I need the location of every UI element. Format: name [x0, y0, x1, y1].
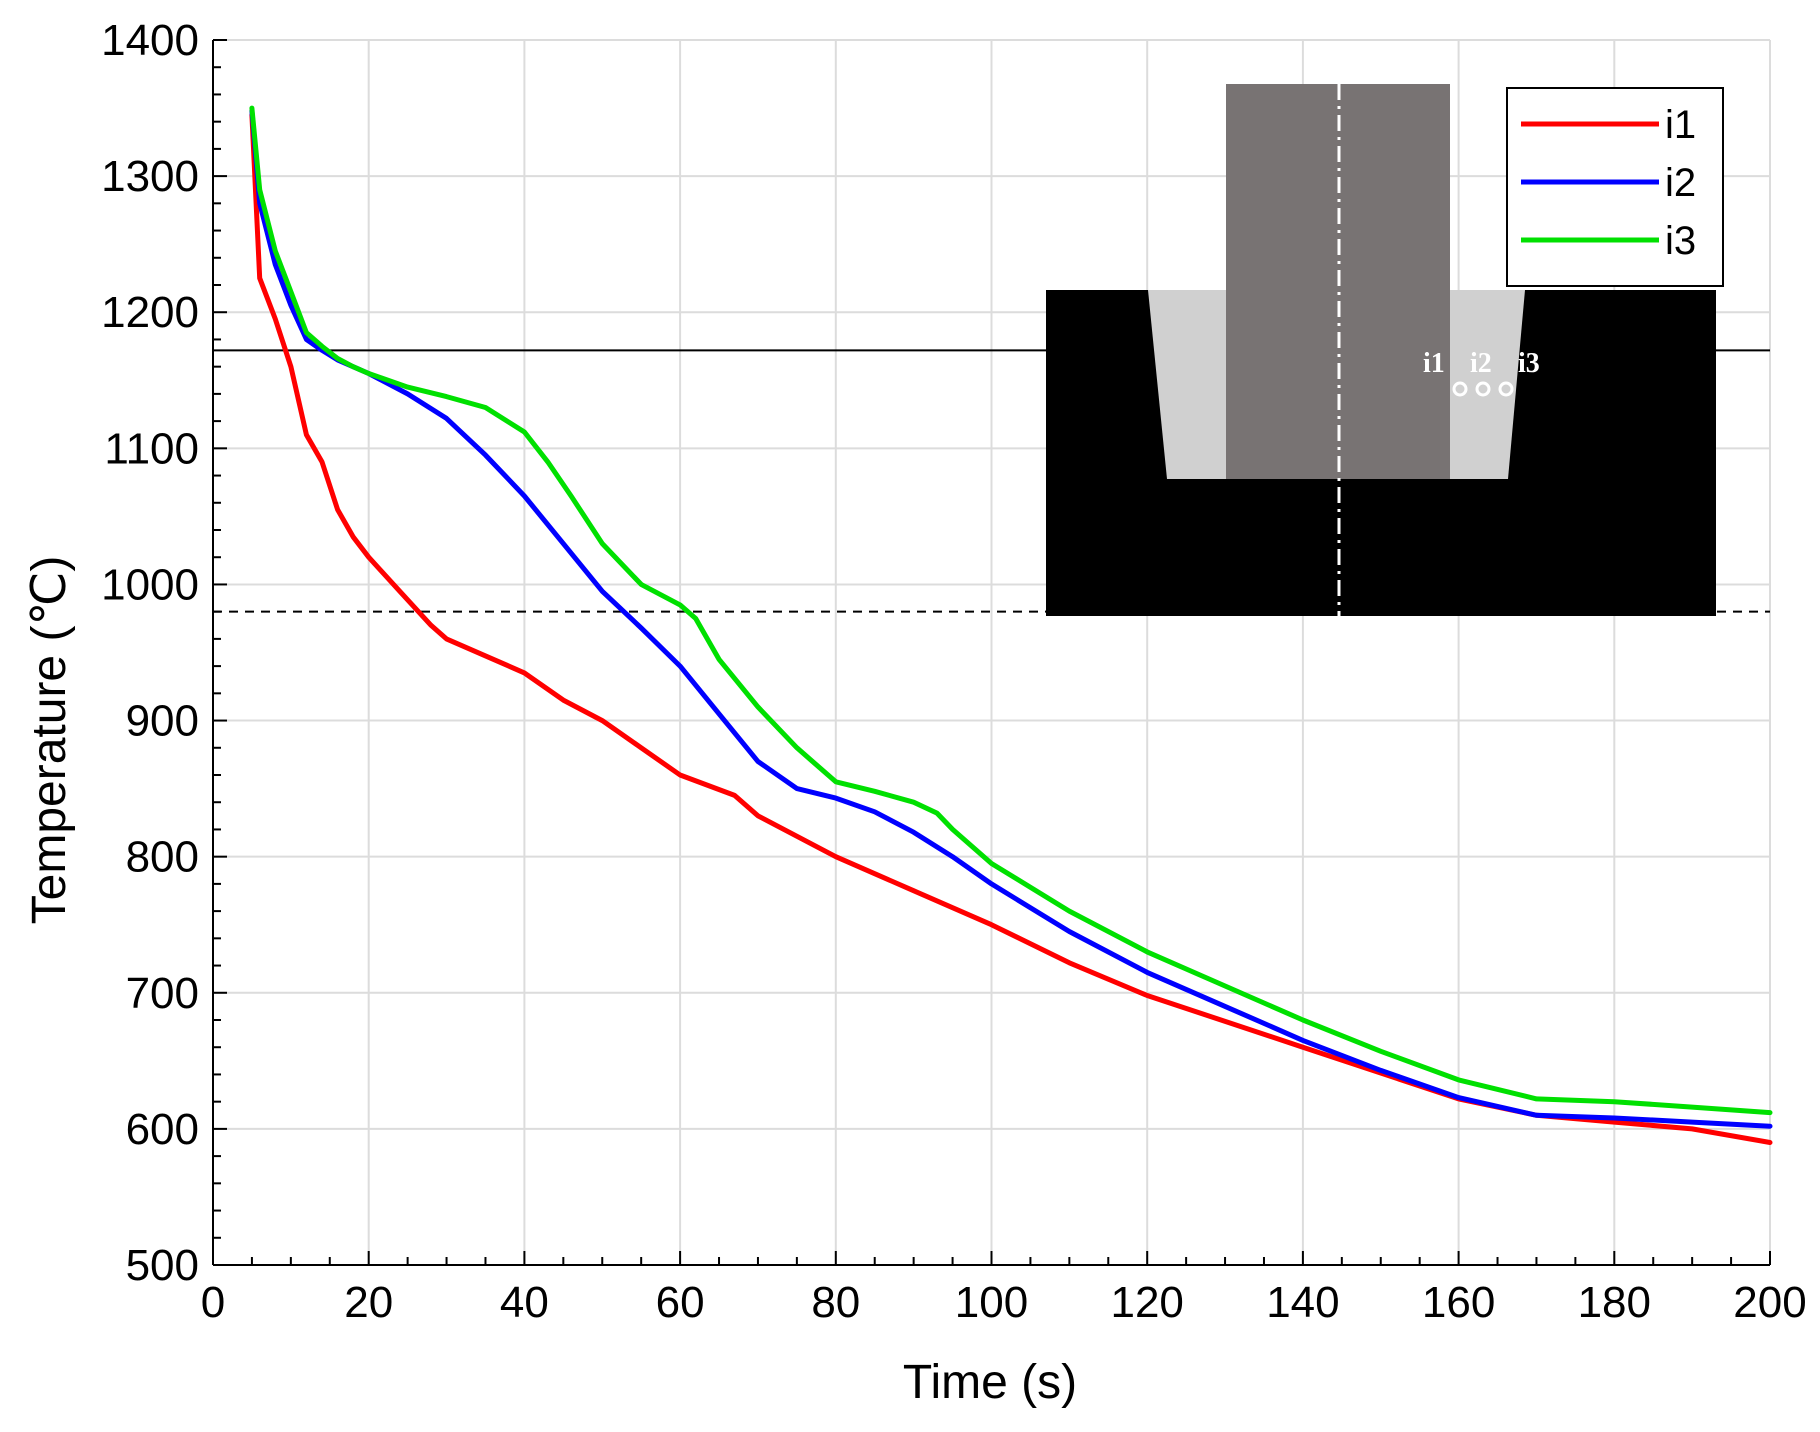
- inset-point-3: [1498, 381, 1514, 397]
- inset-point-label-1: i1: [1423, 348, 1445, 379]
- legend-label-i1: i1: [1665, 103, 1696, 147]
- inset-point-label-2: i2: [1470, 348, 1492, 379]
- x-tick-label: 80: [811, 1278, 860, 1327]
- y-axis-title: Temperature (℃): [23, 556, 76, 925]
- y-tick-label: 800: [126, 833, 199, 882]
- x-tick-label: 140: [1266, 1278, 1339, 1327]
- y-tick-label: 500: [126, 1241, 199, 1290]
- grid-lines: [213, 39, 1771, 1265]
- y-tick-label: 1000: [101, 560, 199, 609]
- x-tick-label: 160: [1422, 1278, 1495, 1327]
- x-tick-label: 200: [1733, 1278, 1806, 1327]
- x-axis-title: Time (s): [903, 1356, 1077, 1409]
- x-tick-label: 100: [955, 1278, 1028, 1327]
- axis-ticks: 0 20 40 60 80 100 120 140 160 180 200 500 600 700 800 9…: [101, 16, 1807, 1327]
- y-tick-label: 1200: [101, 288, 199, 337]
- x-tick-label: 0: [201, 1278, 225, 1327]
- y-tick-label: 1300: [101, 152, 199, 201]
- inset-point-label-3: i3: [1518, 348, 1540, 379]
- legend: i1 i2 i3: [1506, 87, 1724, 287]
- inset-schematic: i1 i2 i3: [1046, 84, 1716, 616]
- x-tick-label: 120: [1110, 1278, 1183, 1327]
- inset-point-2: [1475, 381, 1491, 397]
- inset-point-1: [1452, 381, 1468, 397]
- x-tick-label: 60: [656, 1278, 705, 1327]
- y-tick-label: 1400: [101, 16, 199, 65]
- y-tick-label: 1100: [104, 424, 199, 473]
- legend-label-i2: i2: [1665, 161, 1696, 205]
- y-tick-label: 900: [126, 697, 199, 746]
- x-tick-label: 40: [500, 1278, 549, 1327]
- x-tick-label: 20: [344, 1278, 393, 1327]
- legend-label-i3: i3: [1665, 219, 1696, 263]
- series-line-i1: [249, 112, 1773, 1145]
- y-tick-label: 700: [126, 969, 199, 1018]
- series-lines: [249, 105, 1773, 1145]
- x-tick-label: 180: [1578, 1278, 1651, 1327]
- series-line-i3: [249, 105, 1773, 1116]
- y-tick-label: 600: [126, 1105, 199, 1154]
- legend-box: [1506, 87, 1724, 287]
